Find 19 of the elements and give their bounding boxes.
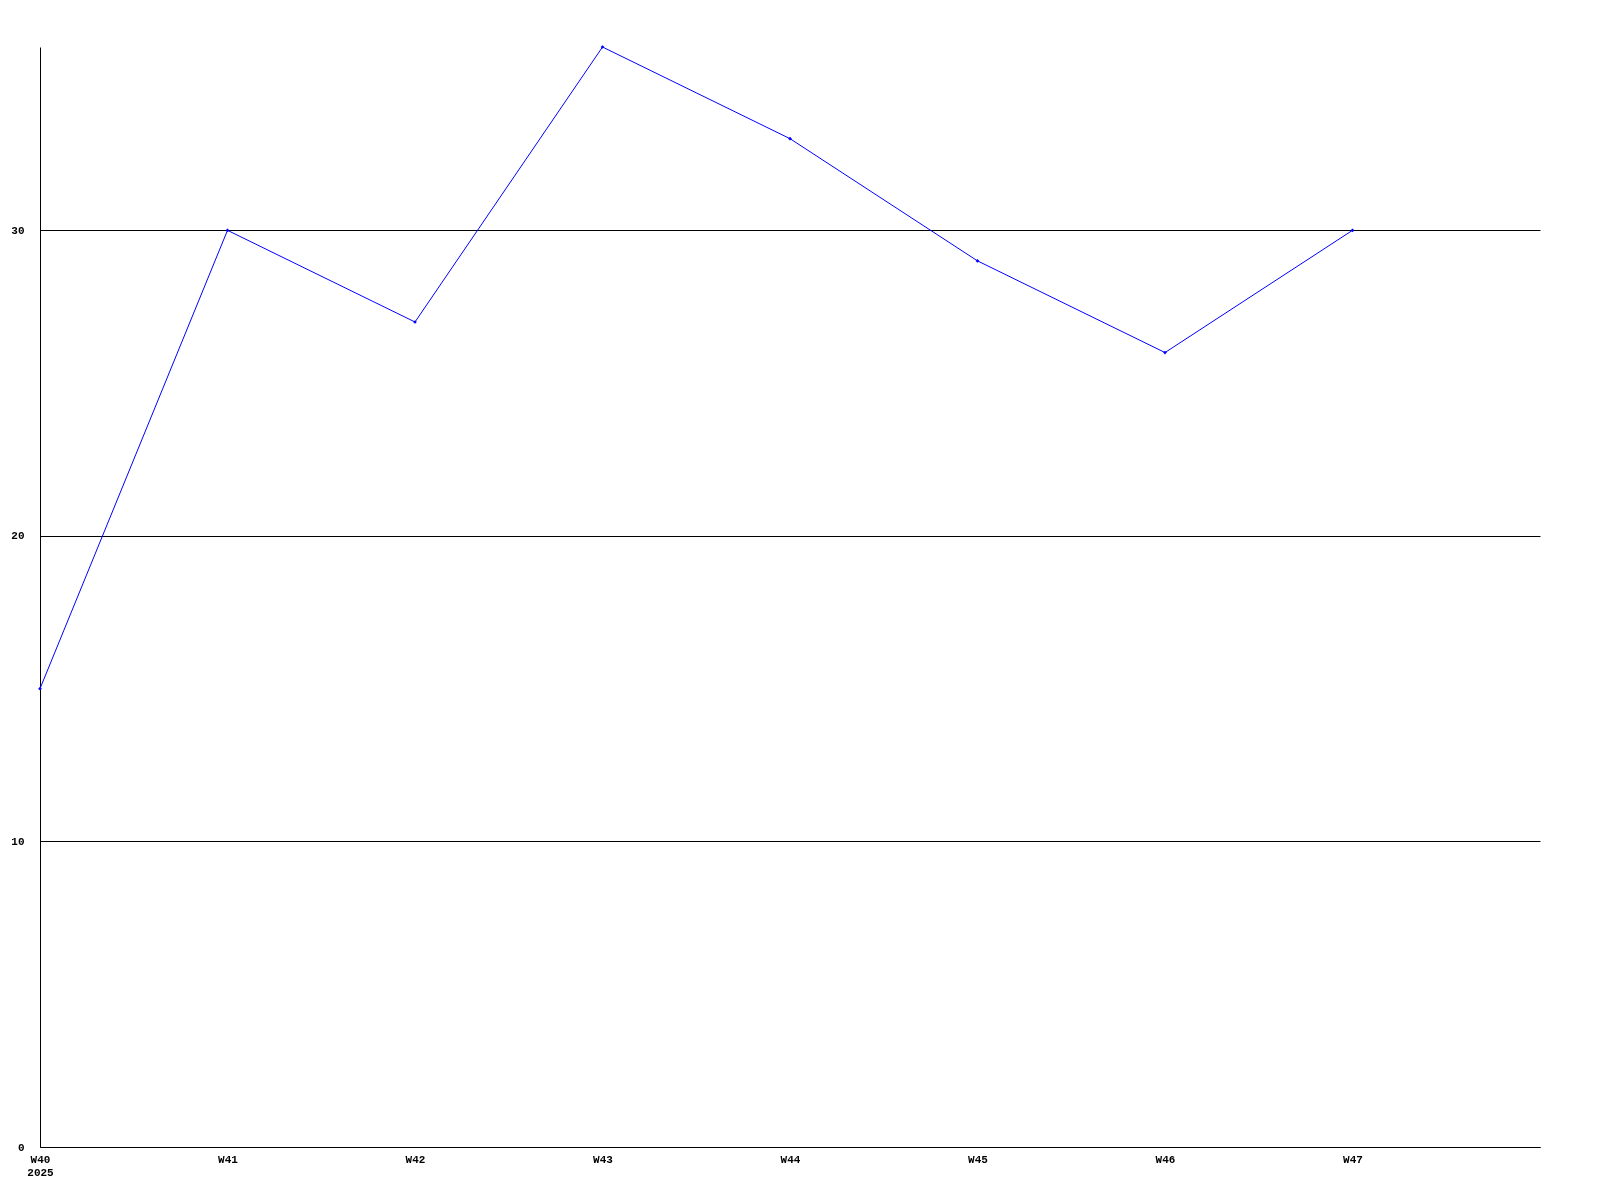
point <box>600 45 605 49</box>
x-tick-label: W40 2025 <box>27 1153 55 1179</box>
y-tick-label: 20 <box>11 530 25 543</box>
x-tick-label: W46 <box>1155 1153 1176 1166</box>
x-tick-label: W43 <box>593 1153 614 1166</box>
y-tick-label: 10 <box>11 835 25 848</box>
x-tick-label: W41 <box>218 1153 239 1166</box>
y-tick-label: 0 <box>17 1141 25 1154</box>
x-tick-label: W45 <box>968 1153 989 1166</box>
x-tick-label: W44 <box>780 1153 801 1166</box>
point <box>788 136 792 141</box>
point <box>1163 350 1167 355</box>
point <box>38 686 42 691</box>
y-tick-label: 30 <box>11 224 25 237</box>
x-tick-label: W47 <box>1343 1153 1363 1166</box>
point <box>1350 228 1355 233</box>
x-tick-label: W42 <box>405 1153 426 1166</box>
point <box>975 259 980 263</box>
point <box>225 228 230 233</box>
